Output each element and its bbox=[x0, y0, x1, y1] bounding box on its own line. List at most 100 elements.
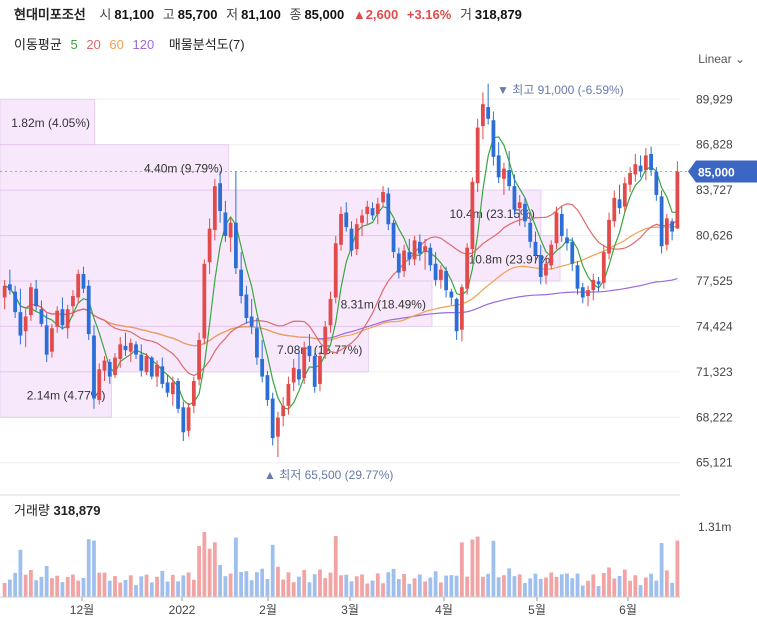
candle-body bbox=[39, 309, 44, 324]
volume-bar bbox=[344, 574, 349, 597]
candle-body bbox=[260, 359, 265, 377]
volume-bar bbox=[107, 580, 112, 597]
candle-body bbox=[92, 335, 96, 399]
candle-body bbox=[276, 417, 280, 437]
candle-body bbox=[144, 356, 149, 373]
scale-mode-select[interactable]: Linear ⌄ bbox=[698, 52, 745, 66]
change-value: ▲2,600 bbox=[352, 7, 399, 22]
volume-bar bbox=[44, 565, 49, 597]
y-tick-label: 74,424 bbox=[696, 319, 733, 333]
volume-bar bbox=[76, 580, 81, 597]
candle-body bbox=[575, 265, 580, 289]
volume-bar bbox=[212, 542, 217, 597]
candle-body bbox=[528, 222, 533, 242]
candle-body bbox=[239, 269, 244, 297]
volume-profile-bar bbox=[0, 189, 542, 237]
volume-bar bbox=[71, 574, 75, 597]
candle-body bbox=[622, 183, 627, 207]
candle-body bbox=[202, 263, 207, 339]
ma60-legend[interactable]: 60 bbox=[109, 37, 124, 52]
candle-body bbox=[223, 212, 228, 236]
ma-label[interactable]: 이동평균 bbox=[14, 37, 62, 52]
volume-bar bbox=[533, 573, 538, 597]
volume-bar bbox=[128, 575, 133, 597]
volume-bar bbox=[444, 575, 449, 597]
candle-body bbox=[50, 328, 54, 352]
volume-bar bbox=[207, 548, 212, 597]
y-tick-label: 71,323 bbox=[696, 365, 733, 379]
volume-bar bbox=[281, 579, 286, 597]
current-price-label: 85,000 bbox=[698, 166, 735, 180]
volume-bar bbox=[7, 579, 12, 597]
candle-body bbox=[649, 153, 653, 171]
candle-body bbox=[544, 263, 548, 276]
candle-body bbox=[76, 274, 81, 298]
ma20-legend[interactable]: 20 bbox=[86, 37, 101, 52]
price-header: 현대미포조선 시 81,100 고 85,700 저 81,100 종 85,000 ▲… bbox=[14, 4, 527, 24]
change-pct: +3.16% bbox=[406, 7, 452, 22]
volume-bar bbox=[312, 574, 317, 597]
candle-body bbox=[297, 369, 301, 380]
volume-bar bbox=[433, 571, 438, 597]
candle-body bbox=[628, 172, 632, 185]
volume-bar bbox=[144, 574, 149, 597]
candle-body bbox=[670, 221, 675, 232]
volume-bar bbox=[612, 578, 617, 597]
candle-body bbox=[617, 199, 622, 209]
candle-body bbox=[207, 228, 212, 263]
volume-bar bbox=[417, 574, 422, 597]
volume-bar bbox=[113, 576, 117, 597]
y-tick-label: 68,222 bbox=[696, 410, 733, 424]
volume-bar bbox=[580, 585, 585, 597]
candle-body bbox=[65, 309, 70, 329]
ma5-legend[interactable]: 5 bbox=[70, 37, 78, 52]
candle-body bbox=[381, 192, 385, 203]
candle-body bbox=[659, 196, 664, 247]
volume-bar bbox=[81, 578, 86, 597]
volume-bar bbox=[386, 572, 391, 597]
volume-bar bbox=[2, 583, 7, 597]
volume-bar bbox=[123, 580, 128, 597]
candle-body bbox=[481, 104, 485, 127]
volume-bar bbox=[197, 545, 201, 597]
candle-body bbox=[302, 347, 307, 379]
volume-bar bbox=[265, 578, 270, 597]
candle-body bbox=[86, 285, 91, 335]
volume-bar bbox=[633, 575, 638, 597]
candle-body bbox=[465, 247, 470, 289]
volume-bar bbox=[459, 542, 464, 597]
volume-bar bbox=[454, 575, 459, 597]
candle-body bbox=[580, 287, 585, 298]
candle-body bbox=[475, 127, 480, 184]
candle-body bbox=[449, 291, 454, 298]
candle-body bbox=[181, 407, 186, 433]
volume-profile-legend[interactable]: 매물분석도(7) bbox=[168, 37, 245, 52]
candle-body bbox=[307, 345, 312, 357]
volume-profile-label: 4.40m (9.79%) bbox=[144, 161, 223, 175]
close-value: 85,000 bbox=[304, 7, 345, 22]
candle-body bbox=[675, 171, 680, 229]
volume-bar bbox=[160, 570, 165, 597]
volume-label: 거 bbox=[459, 7, 472, 22]
volume-profile-bar bbox=[0, 325, 369, 373]
y-tick-label: 86,828 bbox=[696, 138, 733, 152]
stock-name: 현대미포조선 bbox=[14, 7, 86, 22]
volume-bar bbox=[165, 581, 170, 597]
volume-bar bbox=[339, 575, 343, 597]
volume-bar bbox=[218, 565, 223, 597]
candle-body bbox=[228, 222, 233, 238]
volume-bar bbox=[475, 536, 480, 597]
volume-bar bbox=[507, 568, 512, 597]
ma120-legend[interactable]: 120 bbox=[132, 37, 155, 52]
volume-bar bbox=[496, 577, 501, 597]
candle-body bbox=[71, 296, 75, 307]
candle-body bbox=[391, 222, 396, 253]
x-tick-label: 2월 bbox=[259, 603, 277, 617]
candle-body bbox=[470, 181, 475, 250]
candle-body bbox=[233, 222, 238, 269]
candle-body bbox=[612, 197, 617, 222]
volume-bar bbox=[349, 581, 354, 597]
open-value: 81,100 bbox=[114, 7, 155, 22]
volume-bar bbox=[260, 568, 265, 597]
